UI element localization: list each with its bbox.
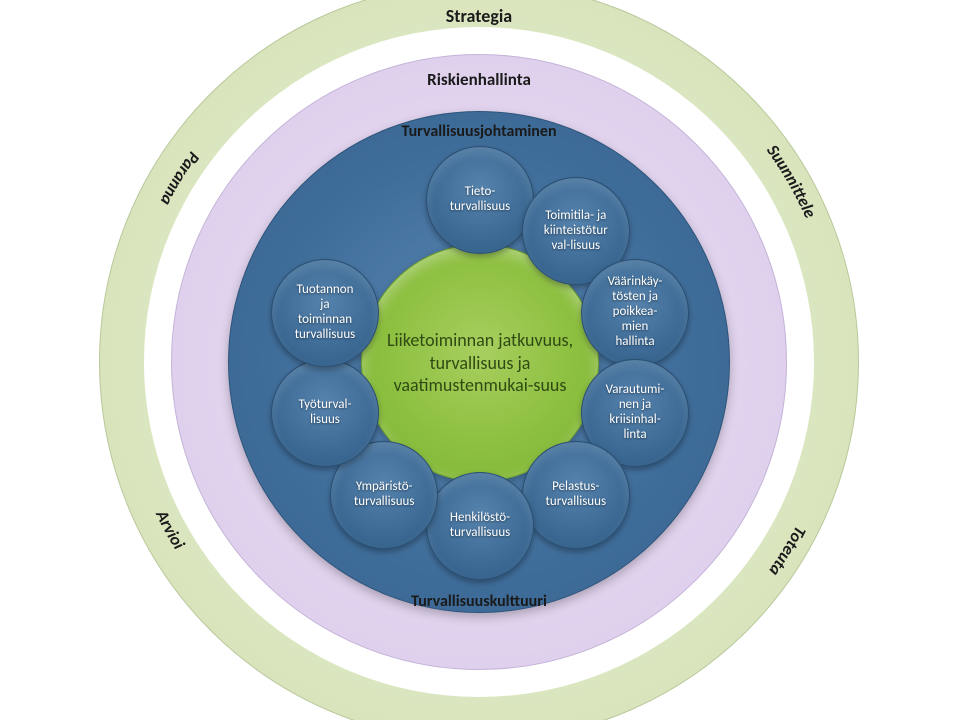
bubble-7: Työturval-lisuus [271, 359, 379, 467]
bubble-text-8: Tuotannonjatoiminnanturvallisuus [289, 283, 362, 343]
label-turv-johto: Turvallisuusjohtaminen [401, 122, 556, 141]
core-text: Liiketoiminnan jatkuvuus, turvallisuus j… [362, 329, 598, 397]
label-riskienhallinta: Riskienhallinta [427, 69, 531, 90]
label-strategia: Strategia [446, 5, 512, 27]
bubble-2: Väärinkäy-tösten japoikkea-mienhallinta [581, 259, 689, 367]
bubble-text-2: Väärinkäy-tösten japoikkea-mienhallinta [602, 275, 669, 350]
bubble-4: Pelastus-turvallisuus [522, 441, 630, 549]
bubble-5: Henkilöstö-turvallisuus [426, 472, 534, 580]
bubble-text-1: Toimitila- jakiinteistöturval-lisuus [538, 209, 614, 254]
bubble-text-3: Varautumi-nen jakriisinhal-linta [600, 383, 671, 443]
bubble-text-6: Ympäristö-turvallisuus [348, 480, 421, 510]
label-turv-kulttuuri: Turvallisuuskulttuuri [411, 592, 547, 611]
bubble-8: Tuotannonjatoiminnanturvallisuus [271, 259, 379, 367]
bubble-text-5: Henkilöstö-turvallisuus [444, 511, 517, 541]
bubble-0: Tieto-turvallisuus [426, 146, 534, 254]
diagram-stage: Liiketoiminnan jatkuvuus, turvallisuus j… [0, 0, 960, 720]
bubble-text-0: Tieto-turvallisuus [444, 185, 517, 215]
bubble-text-4: Pelastus-turvallisuus [540, 480, 613, 510]
bubble-text-7: Työturval-lisuus [292, 398, 357, 428]
